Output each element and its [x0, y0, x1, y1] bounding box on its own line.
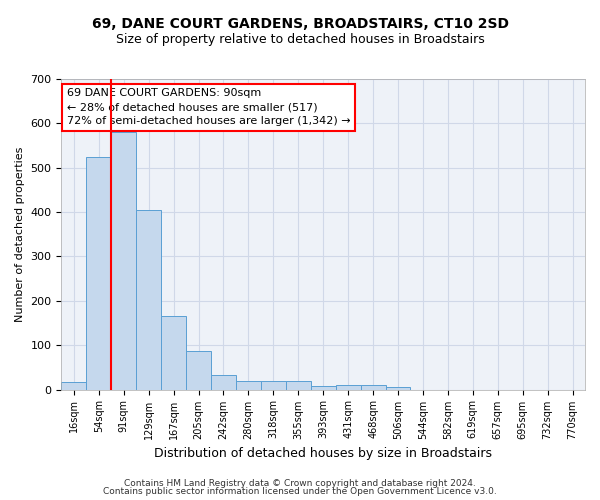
Bar [261, 380, 286, 390]
Bar [111, 132, 136, 390]
Y-axis label: Number of detached properties: Number of detached properties [15, 146, 25, 322]
Text: 69 DANE COURT GARDENS: 90sqm
← 28% of detached houses are smaller (517)
72% of s: 69 DANE COURT GARDENS: 90sqm ← 28% of de… [67, 88, 350, 126]
Bar [386, 388, 410, 390]
Bar [186, 350, 211, 390]
Text: Contains public sector information licensed under the Open Government Licence v3: Contains public sector information licen… [103, 487, 497, 496]
Bar [211, 376, 236, 390]
Bar [286, 380, 311, 390]
Bar [136, 210, 161, 390]
Bar [161, 316, 186, 390]
Text: Size of property relative to detached houses in Broadstairs: Size of property relative to detached ho… [116, 32, 484, 46]
Bar [61, 382, 86, 390]
Bar [86, 156, 111, 390]
Text: 69, DANE COURT GARDENS, BROADSTAIRS, CT10 2SD: 69, DANE COURT GARDENS, BROADSTAIRS, CT1… [91, 18, 509, 32]
Bar [311, 386, 335, 390]
Bar [236, 380, 261, 390]
X-axis label: Distribution of detached houses by size in Broadstairs: Distribution of detached houses by size … [154, 447, 492, 460]
Bar [335, 385, 361, 390]
Text: Contains HM Land Registry data © Crown copyright and database right 2024.: Contains HM Land Registry data © Crown c… [124, 478, 476, 488]
Bar [361, 385, 386, 390]
